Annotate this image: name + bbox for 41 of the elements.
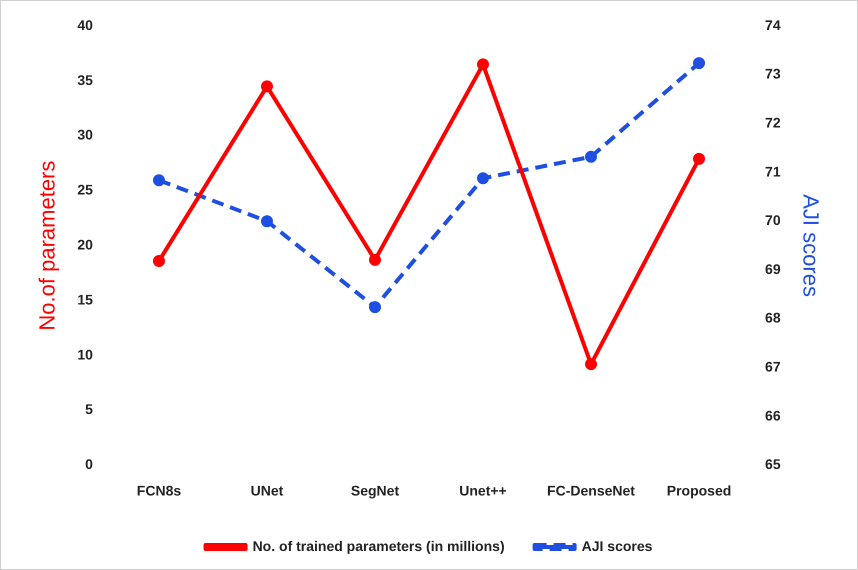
point bbox=[693, 57, 706, 70]
x-tick-label: Proposed bbox=[666, 482, 732, 498]
y2-tick-label: 74 bbox=[765, 16, 781, 33]
y-tick-label: 35 bbox=[77, 72, 94, 88]
x-tick-label: FCN8s bbox=[136, 482, 182, 498]
y2-tick-label: 70 bbox=[765, 212, 781, 228]
y2-tick-label: 65 bbox=[765, 456, 781, 472]
y-tick-label: 0 bbox=[85, 456, 94, 472]
y-tick-label: 30 bbox=[77, 126, 94, 143]
y-tick-label: 25 bbox=[77, 182, 94, 198]
point bbox=[260, 80, 273, 92]
y-tick-label: 10 bbox=[77, 346, 94, 362]
legend-label: No. of trained parameters (in millions) bbox=[252, 538, 505, 554]
y-tick-label: 5 bbox=[85, 401, 94, 418]
point bbox=[152, 174, 165, 186]
point bbox=[585, 358, 598, 370]
point bbox=[585, 150, 598, 163]
point bbox=[260, 215, 273, 228]
point bbox=[693, 152, 706, 165]
y2-tick-label: 67 bbox=[765, 358, 781, 374]
point bbox=[368, 301, 381, 314]
y2-tick-label: 73 bbox=[765, 66, 781, 82]
point bbox=[368, 254, 381, 266]
x-tick-label: UNet bbox=[250, 482, 284, 498]
y2-tick-label: 69 bbox=[765, 260, 781, 277]
y-axis-title: No.of parameters bbox=[34, 160, 60, 331]
y2-tick-label: 71 bbox=[765, 163, 781, 180]
x-tick-label: SegNet bbox=[350, 482, 400, 498]
x-tick-label: FC-DenseNet bbox=[547, 482, 636, 498]
y2-axis-title: AJI scores bbox=[798, 194, 824, 297]
point bbox=[477, 172, 490, 184]
point bbox=[152, 254, 165, 267]
y2-tick-label: 68 bbox=[765, 310, 781, 326]
x-tick-label: Unet++ bbox=[459, 482, 507, 498]
legend-label: AJI scores bbox=[582, 538, 653, 554]
y-tick-label: 20 bbox=[77, 236, 94, 252]
y2-tick-label: 66 bbox=[765, 407, 781, 424]
y-tick-label: 40 bbox=[77, 16, 94, 33]
point bbox=[477, 58, 490, 70]
y2-tick-label: 72 bbox=[765, 114, 781, 130]
y-tick-label: 15 bbox=[77, 291, 94, 308]
